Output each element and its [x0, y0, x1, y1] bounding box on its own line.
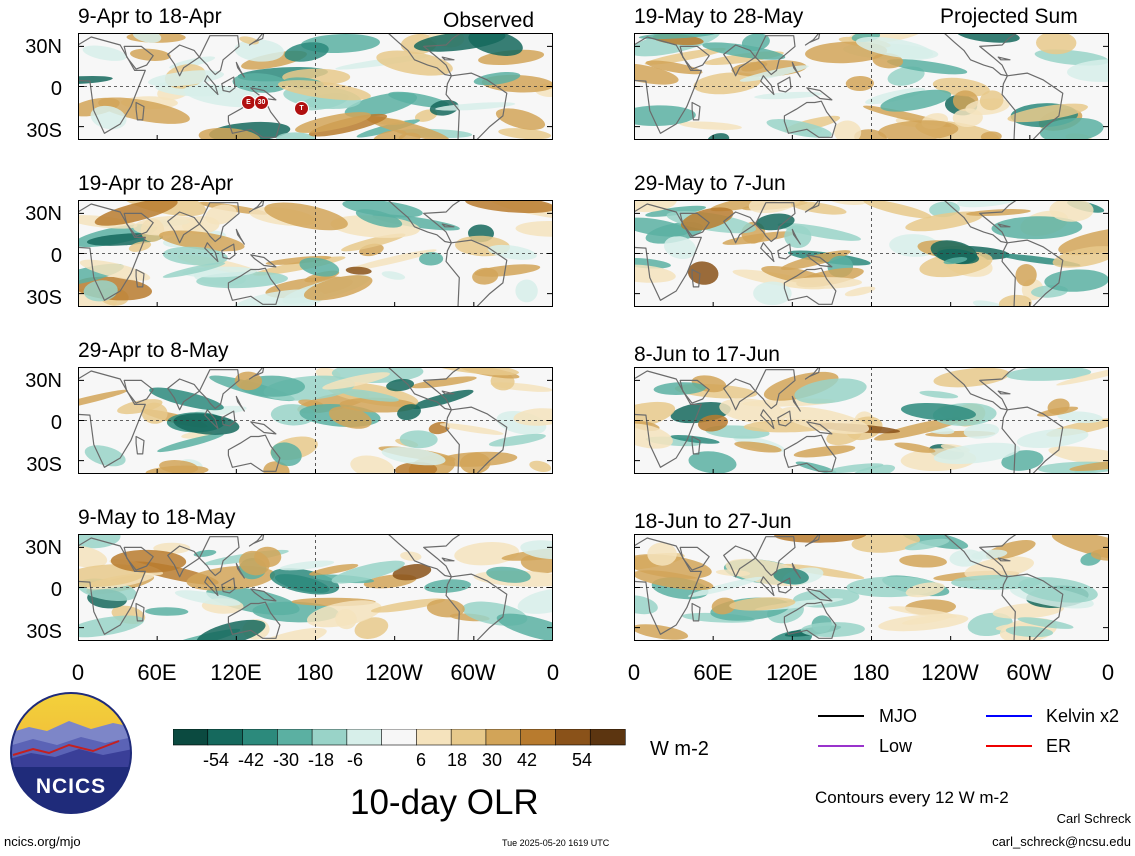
- ytick-0: 0: [50, 245, 62, 267]
- legend-line-kelvin: [986, 715, 1032, 717]
- colorbar-swatch: [173, 729, 209, 746]
- xtick: 120W: [365, 660, 423, 685]
- colorbar-swatch: [485, 729, 522, 746]
- colorbar-label: -42: [237, 750, 265, 770]
- colorbar: [173, 729, 626, 746]
- xtick: 60E: [693, 660, 733, 685]
- xtick: 0: [71, 660, 85, 685]
- panel-title-observed-1: 9-Apr to 18-Apr: [78, 5, 222, 28]
- storm-marker-30: 30: [254, 95, 269, 110]
- xtick: 60W: [1006, 660, 1052, 685]
- ncics-logo: NCICS: [9, 691, 133, 815]
- colorbar-swatch: [242, 729, 278, 746]
- legend-label-er: ER: [1046, 736, 1072, 756]
- colorbar-label: -18: [307, 750, 335, 770]
- colorbar-swatch: [346, 729, 383, 746]
- ytick-30s: 30S: [26, 287, 62, 309]
- ytick-30s: 30S: [26, 120, 62, 142]
- ytick-30n: 30N: [25, 370, 62, 392]
- colorbar-swatch: [277, 729, 313, 746]
- colorbar-swatch: [589, 729, 626, 746]
- xtick: 0: [627, 660, 641, 685]
- xtick: 120W: [921, 660, 979, 685]
- ytick-30s: 30S: [26, 454, 62, 476]
- ytick-30n: 30N: [25, 537, 62, 559]
- legend-line-er: [986, 745, 1032, 747]
- main-title: 10-day OLR: [350, 783, 539, 822]
- storm-marker-t: T: [294, 101, 309, 116]
- map-observed-1: [78, 33, 553, 140]
- units-label: W m-2: [650, 738, 709, 760]
- legend-label-mjo: MJO: [879, 706, 917, 726]
- map-projected-3: [634, 367, 1109, 474]
- colorbar-label: 18: [446, 750, 468, 770]
- colorbar-label: 30: [481, 750, 503, 770]
- xtick: 180: [852, 660, 890, 685]
- xtick: 120E: [766, 660, 818, 685]
- map-observed-3: [78, 367, 553, 474]
- ytick-30n: 30N: [25, 36, 62, 58]
- map-projected-2: [634, 200, 1109, 307]
- colorbar-swatch: [416, 729, 452, 746]
- colorbar-swatch: [520, 729, 557, 746]
- map-projected-1: [634, 33, 1109, 140]
- colorbar-label: 54: [571, 750, 593, 770]
- storm-marker-e: E: [241, 95, 256, 110]
- colorbar-label: 6: [415, 750, 427, 770]
- site-url[interactable]: ncics.org/mjo: [4, 834, 81, 849]
- projected-label: Projected Sum: [940, 5, 1078, 28]
- xtick: 0: [1101, 660, 1115, 685]
- colorbar-swatch: [311, 729, 348, 746]
- colorbar-label: -30: [272, 750, 300, 770]
- colorbar-swatch: [381, 729, 417, 746]
- xtick: 60E: [137, 660, 177, 685]
- ytick-30n: 30N: [25, 203, 62, 225]
- panel-title-projected-4: 18-Jun to 27-Jun: [634, 510, 792, 533]
- legend-line-mjo: [818, 715, 864, 717]
- contour-note: Contours every 12 W m-2: [815, 788, 1009, 807]
- timestamp: Tue 2025-05-20 1619 UTC: [502, 838, 610, 848]
- panel-title-observed-2: 19-Apr to 28-Apr: [78, 172, 234, 195]
- colorbar-label: -54: [202, 750, 230, 770]
- colorbar-label: 42: [516, 750, 538, 770]
- legend-line-low: [818, 745, 864, 747]
- panel-title-observed-4: 9-May to 18-May: [78, 506, 236, 529]
- author-name: Carl Schreck: [1056, 811, 1131, 826]
- observed-label: Observed: [443, 9, 535, 32]
- xtick: 0: [546, 660, 560, 685]
- panel-title-observed-3: 29-Apr to 8-May: [78, 339, 229, 362]
- colorbar-swatch: [555, 729, 591, 746]
- colorbar-label: -6: [346, 750, 364, 770]
- legend-label-kelvin: Kelvin x2: [1046, 706, 1120, 726]
- colorbar-swatch: [207, 729, 244, 746]
- panel-title-projected-1: 19-May to 28-May: [634, 5, 804, 28]
- xtick: 60W: [450, 660, 496, 685]
- xtick: 120E: [210, 660, 262, 685]
- map-observed-4: [78, 534, 553, 641]
- logo-text: NCICS: [35, 775, 107, 798]
- ytick-0: 0: [50, 412, 62, 434]
- xtick: 180: [296, 660, 334, 685]
- legend-label-low: Low: [879, 736, 913, 756]
- panel-title-projected-2: 29-May to 7-Jun: [634, 172, 786, 195]
- ytick-0: 0: [50, 78, 62, 100]
- author-email[interactable]: carl_schreck@ncsu.edu: [992, 834, 1131, 849]
- ytick-0: 0: [50, 579, 62, 601]
- colorbar-swatch: [450, 729, 487, 746]
- map-observed-2: [78, 200, 553, 307]
- map-projected-4: [634, 534, 1109, 641]
- ytick-30s: 30S: [26, 621, 62, 643]
- panel-title-projected-3: 8-Jun to 17-Jun: [634, 343, 780, 366]
